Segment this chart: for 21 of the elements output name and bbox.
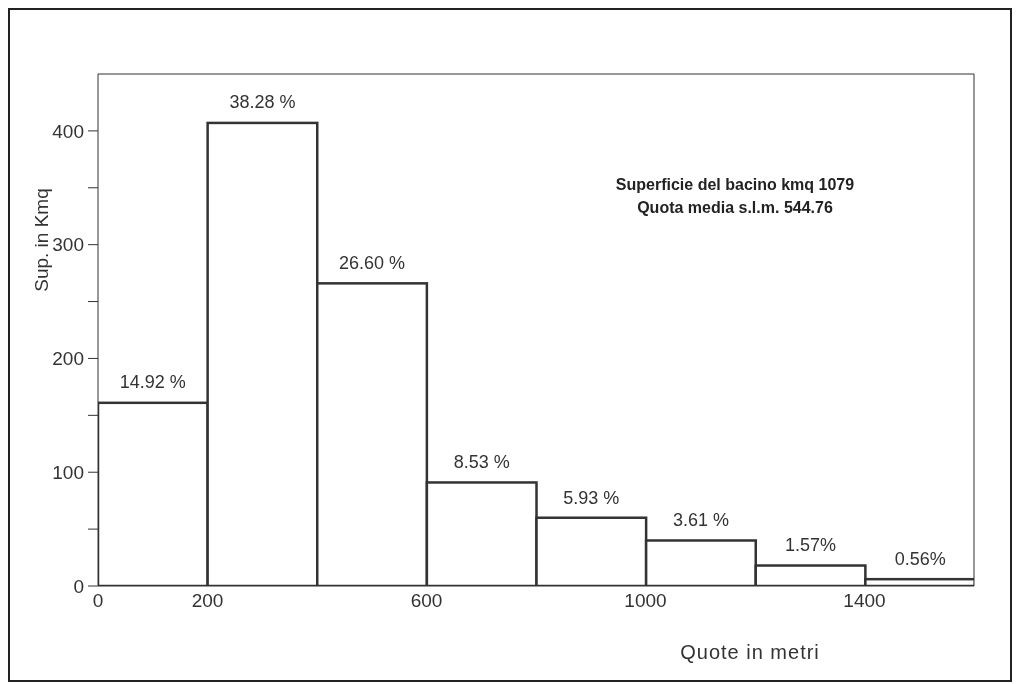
y-tick-label: 300 — [52, 234, 84, 256]
x-tick-label: 0 — [92, 590, 104, 612]
annotation: 8.53 % — [453, 452, 510, 474]
x-tick-label: 200 — [191, 590, 224, 612]
y-tick-label: 100 — [52, 461, 84, 483]
x-tick-label: 1000 — [624, 590, 667, 612]
y-tick-label: 0 — [73, 575, 84, 597]
annotation: Superficie del bacino kmq 1079 Quota media s.l.m. 544.76 — [615, 175, 855, 218]
annotation: 3.61 % — [672, 510, 729, 532]
x-axis-title: Quote in metri — [680, 641, 820, 664]
annotation: 5.93 % — [563, 487, 620, 509]
y-axis-title: Sup. in Kmq — [31, 188, 53, 292]
annotation: 14.92 % — [119, 372, 186, 394]
annotation: 0.56% — [894, 549, 946, 571]
annotation: 38.28 % — [229, 92, 296, 114]
y-tick-label: 200 — [52, 348, 84, 370]
annotation: 1.57% — [785, 535, 837, 557]
x-tick-label: 600 — [410, 590, 443, 612]
annotation: 26.60 % — [339, 252, 406, 274]
y-tick-label: 400 — [52, 120, 84, 142]
x-tick-label: 1400 — [843, 590, 886, 612]
